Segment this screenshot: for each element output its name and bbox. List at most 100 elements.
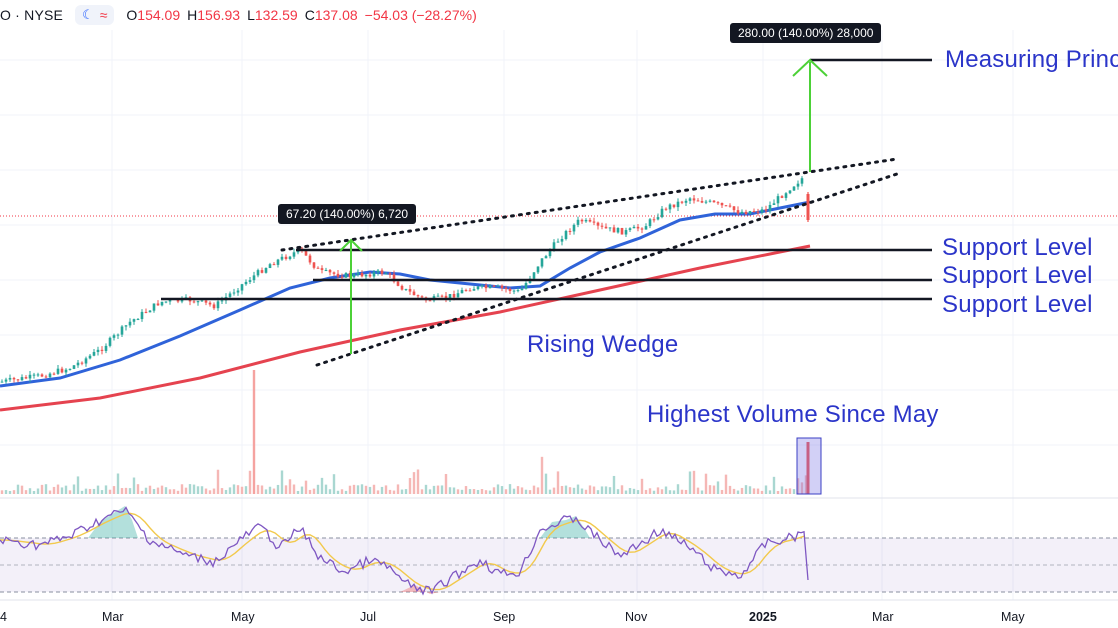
candle-body: [152, 303, 156, 311]
candle-body: [700, 201, 704, 203]
volume-bar: [660, 489, 664, 494]
candle-body: [628, 228, 632, 231]
candle-body: [212, 304, 216, 309]
volume-bar: [600, 486, 604, 494]
candle-body: [352, 274, 356, 278]
volume-bar: [308, 489, 312, 494]
candle-body: [0, 381, 4, 383]
candle-body: [496, 285, 500, 287]
volume-bar: [776, 490, 780, 494]
candle-body: [336, 273, 340, 277]
close-value: 137.08: [314, 7, 358, 23]
volume-bar: [412, 472, 416, 494]
support-level-lines: [161, 248, 932, 301]
volume-bar: [732, 488, 736, 494]
high-key: H: [187, 7, 198, 23]
candle-body: [688, 198, 692, 201]
candle-body: [380, 270, 384, 274]
volume-bar: [508, 484, 512, 494]
volume-bar: [548, 489, 552, 494]
volume-bar: [96, 485, 100, 494]
volume-bar: [224, 489, 228, 494]
volume-bar: [708, 485, 712, 494]
candle-body: [260, 270, 264, 273]
volume-bar: [416, 469, 420, 494]
wave-icon[interactable]: ≈: [99, 7, 108, 23]
candle-body: [276, 259, 280, 265]
volume-bar: [72, 484, 76, 494]
volume-bar: [244, 486, 248, 494]
volume-bar: [160, 485, 164, 494]
candle-body: [304, 250, 308, 256]
candle-body: [696, 200, 700, 202]
candle-body: [556, 241, 560, 243]
moon-icon[interactable]: ☾: [82, 7, 94, 22]
candle-body: [484, 285, 488, 289]
volume-bar: [424, 484, 428, 494]
candle-body: [96, 349, 100, 353]
low-key: L: [247, 7, 255, 23]
volume-bar: [652, 490, 656, 494]
volume-bar: [536, 487, 540, 494]
volume-bar: [764, 485, 768, 494]
candle-body: [48, 373, 52, 378]
volume-bar: [180, 484, 184, 494]
volume-highlight-box: [796, 437, 822, 495]
candle-body: [12, 377, 16, 380]
x-tick-label: 4: [0, 610, 7, 624]
volume-bar: [240, 486, 244, 494]
volume-bar: [280, 470, 284, 494]
volume-bar: [460, 489, 464, 494]
rising-wedge-lines: [280, 157, 899, 367]
volume-bar: [700, 490, 704, 494]
rising-wedge-label: Rising Wedge: [527, 331, 679, 358]
volume-bar: [612, 475, 616, 494]
candle-body: [444, 295, 448, 299]
candle-body: [720, 202, 724, 206]
volume-bar: [52, 486, 56, 494]
volume-bar: [212, 488, 216, 494]
volume-bar: [664, 486, 668, 494]
wedge-lower-line: [315, 172, 899, 367]
candle-body: [408, 288, 412, 292]
candle-body: [76, 362, 80, 366]
candle-body: [388, 273, 392, 275]
candle-body: [160, 301, 164, 306]
volume-bar: [436, 485, 440, 494]
volume-bar: [744, 485, 748, 494]
volume-bar: [392, 490, 396, 494]
volume-bar: [572, 487, 576, 494]
high-value: 156.93: [197, 7, 241, 23]
candle-body: [436, 295, 440, 297]
candle-body: [256, 270, 260, 276]
volume-bar: [128, 488, 132, 494]
volume-bar: [608, 487, 612, 494]
rsi-oversold-fill: [400, 585, 440, 594]
volume-bar: [796, 478, 800, 494]
volume-bar: [340, 489, 344, 494]
volume-bar: [492, 487, 496, 494]
volume-bar: [484, 490, 488, 494]
volume-bar: [756, 488, 760, 494]
symbol-label[interactable]: O · NYSE: [0, 7, 64, 23]
candle-body: [588, 219, 592, 222]
candle-body: [164, 301, 168, 303]
volume-bar: [48, 490, 52, 494]
indicator-toggle[interactable]: ☾ ≈: [75, 5, 115, 25]
volume-bar: [428, 489, 432, 494]
candle-body: [104, 345, 108, 351]
volume-bar: [104, 485, 108, 494]
candle-body: [548, 249, 552, 257]
volume-bar: [544, 473, 548, 494]
candle-body: [564, 230, 568, 239]
candle-body: [328, 269, 332, 273]
candle-body: [340, 276, 344, 278]
volume-bar: [368, 486, 372, 494]
support-level-label-2: Support Level: [942, 262, 1093, 289]
candle-body: [412, 291, 416, 296]
volume-bar: [504, 489, 508, 494]
volume-bar: [304, 480, 308, 494]
volume-bar: [628, 488, 632, 494]
volume-bar: [380, 486, 384, 494]
